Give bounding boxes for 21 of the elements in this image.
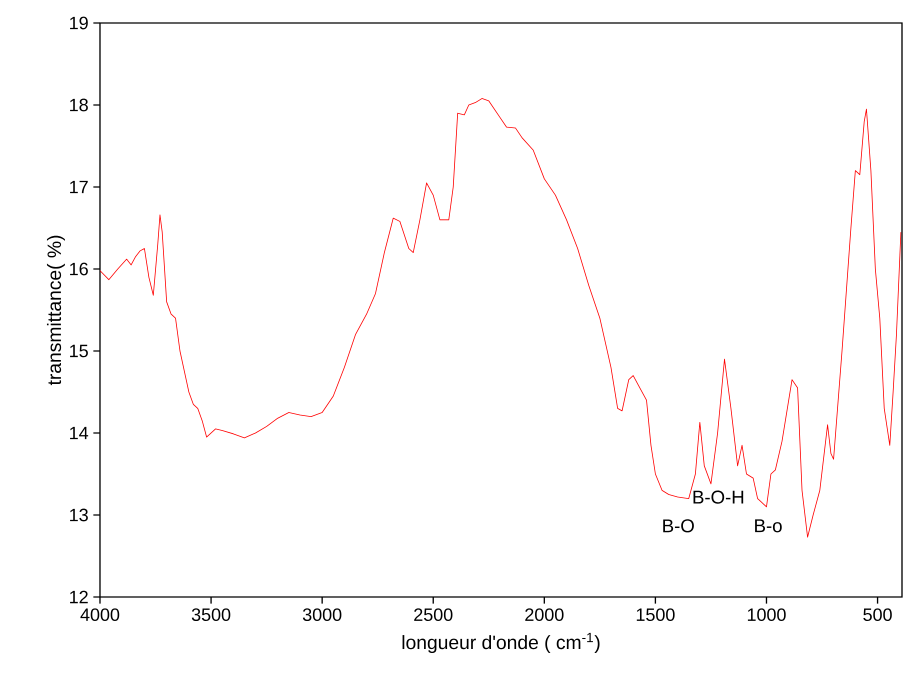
x-tick-label: 1500	[636, 608, 675, 622]
y-tick-label: 12	[70, 590, 88, 604]
x-tick-label: 3500	[192, 608, 230, 622]
y-tick-label: 19	[70, 16, 88, 30]
y-tick-label: 14	[70, 426, 88, 440]
y-tick-label: 15	[70, 344, 88, 358]
x-tick-label: 1000	[748, 608, 786, 622]
y-tick-label: 18	[70, 98, 88, 112]
x-tick-label: 2500	[414, 608, 452, 622]
x-axis-title: longueur d'onde ( cm$^{-1}$)	[402, 632, 600, 654]
annotation: B-o	[755, 519, 782, 532]
x-tick-label: 2000	[525, 608, 564, 622]
y-tick-label: 13	[70, 508, 88, 522]
y-axis-title: transmittance( %)	[46, 236, 65, 386]
x-tick-label: 500	[863, 608, 892, 622]
y-tick-label: 17	[70, 180, 88, 194]
x-tick-label: 4000	[80, 608, 120, 622]
y-tick-label: 16	[70, 262, 88, 276]
annotation: B-O	[663, 519, 694, 532]
annotation: B-O-H	[694, 490, 744, 504]
x-tick-label: 3000	[302, 608, 342, 622]
